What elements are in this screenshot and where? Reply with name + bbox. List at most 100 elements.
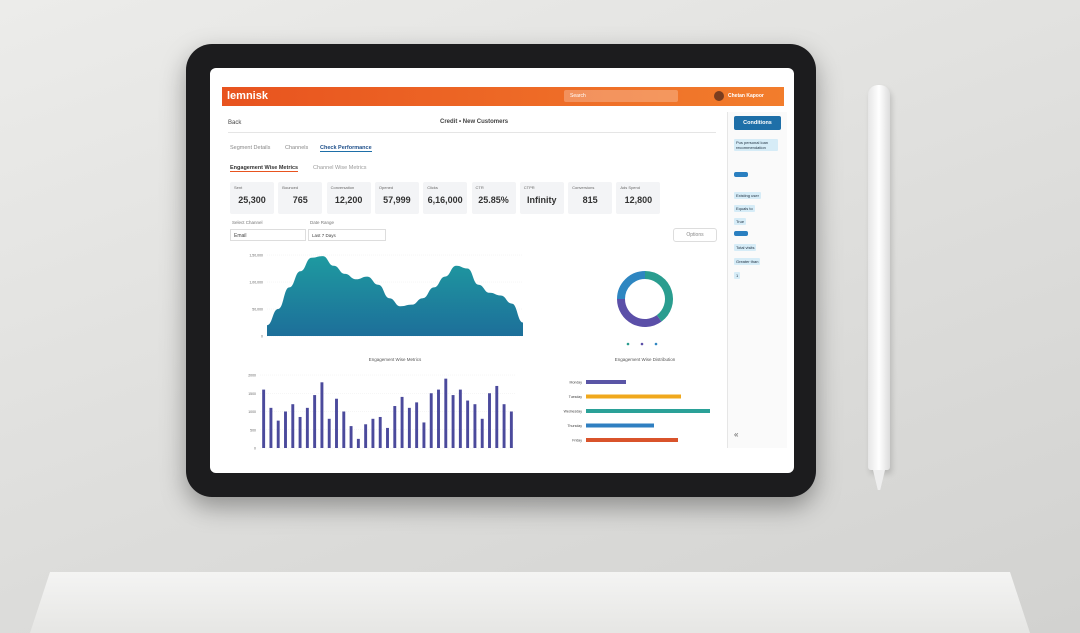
y-tick-label: 1000 xyxy=(248,410,256,414)
bar xyxy=(429,393,433,448)
bar xyxy=(480,418,484,448)
y-tick-label: Friday xyxy=(572,439,582,443)
screen: lemnisk Search Chetan Kapoor Back Credit… xyxy=(210,68,794,473)
condition-item: 1 xyxy=(734,272,741,279)
y-tick-label: 1,00,000 xyxy=(249,281,263,285)
metric-value: 815 xyxy=(582,195,598,205)
donut-slice xyxy=(617,271,646,300)
bar xyxy=(586,394,681,399)
subtab[interactable]: Engagement Wise Metrics xyxy=(230,165,299,172)
metric-card: Conversions 815 xyxy=(568,182,613,214)
condition-item: True xyxy=(734,218,747,225)
avatar[interactable] xyxy=(714,91,724,101)
metric-value: 765 xyxy=(292,195,308,205)
bar xyxy=(586,380,626,384)
y-tick-label: 0 xyxy=(254,447,256,451)
bar xyxy=(284,411,287,448)
collapse-button[interactable]: « xyxy=(734,430,739,439)
logo: lemnisk xyxy=(227,90,268,102)
sidebar: Conditions « Pus personal loan recommend… xyxy=(727,112,787,448)
metric-value: 12,800 xyxy=(624,195,653,205)
legend-swatch xyxy=(640,342,644,346)
metric-label: Opened xyxy=(378,185,394,190)
metric-label: Bounced xyxy=(282,185,299,190)
tab[interactable]: Check Performance xyxy=(320,145,372,152)
bar xyxy=(407,407,411,448)
bar xyxy=(371,418,375,448)
bar xyxy=(320,382,324,448)
metric-card: Clicks 6,16,000 xyxy=(423,182,468,214)
bar xyxy=(305,407,309,448)
search-box[interactable]: Search xyxy=(564,90,678,102)
condition-item: Total visits xyxy=(734,244,757,251)
bar xyxy=(586,423,654,428)
bar xyxy=(393,406,397,448)
y-tick-label: 2000 xyxy=(248,374,256,378)
condition-item: Greater than xyxy=(734,258,761,265)
bar xyxy=(349,426,353,448)
metric-label: CTR xyxy=(475,185,484,190)
bar xyxy=(313,395,317,448)
bar xyxy=(458,389,462,448)
y-tick-label: 1500 xyxy=(248,392,256,396)
metric-value: 57,999 xyxy=(383,195,411,205)
metric-card: Opened 57,999 xyxy=(374,182,419,214)
metric-card: Conversation 12,200 xyxy=(326,182,371,214)
bar xyxy=(342,411,346,448)
bar xyxy=(422,422,426,448)
options-button[interactable]: Options xyxy=(673,228,717,242)
bar xyxy=(364,424,368,448)
bar xyxy=(269,407,273,448)
app-header: lemnisk Search Chetan Kapoor xyxy=(222,87,784,106)
marble-slab xyxy=(30,572,1030,633)
range-select[interactable]: Last 7 Days xyxy=(308,229,386,241)
condition-item: Pus personal loan recommendation xyxy=(734,139,778,151)
user-name[interactable]: Chetan Kapoor xyxy=(728,93,764,99)
bar xyxy=(444,378,448,448)
bar xyxy=(586,438,678,442)
donut-slice xyxy=(617,298,662,327)
conditions-button[interactable]: Conditions xyxy=(734,116,781,130)
y-tick-label: Thursday xyxy=(567,424,582,428)
condition-item: Existing user xyxy=(734,192,761,199)
condition-item: Equals to xyxy=(734,205,755,212)
legend-swatch xyxy=(626,342,630,346)
y-tick-label: 500 xyxy=(250,428,256,432)
pencil xyxy=(868,85,890,470)
metric-card: Bounced 765 xyxy=(278,182,323,214)
bar xyxy=(437,389,440,448)
bar xyxy=(276,420,280,448)
y-tick-label: Tuesday xyxy=(569,395,583,399)
pencil-tip xyxy=(873,470,885,490)
bar xyxy=(509,411,513,448)
metric-card: Sent 25,300 xyxy=(230,182,274,214)
legend-swatch xyxy=(654,342,658,346)
metric-value: 6,16,000 xyxy=(427,195,463,205)
bar xyxy=(291,404,295,448)
metric-card: CTPR Infinity xyxy=(519,182,564,214)
bar xyxy=(451,395,455,448)
back-link[interactable]: Back xyxy=(228,120,242,126)
y-tick-label: 50,000 xyxy=(252,308,263,312)
metric-value: 12,200 xyxy=(334,195,363,205)
bar xyxy=(298,416,302,448)
metric-card: CTR 25.85% xyxy=(471,182,516,214)
metric-label: Sent xyxy=(234,185,243,190)
y-tick-label: Wednesday xyxy=(564,410,583,414)
channel-select[interactable]: Email xyxy=(230,229,306,241)
y-tick-label: 0 xyxy=(261,335,263,339)
bar xyxy=(488,393,491,448)
tab[interactable]: Channels xyxy=(285,145,309,151)
page-title: Credit • New Customers xyxy=(440,119,509,125)
subtab[interactable]: Channel Wise Metrics xyxy=(313,165,367,171)
filter-label: Date Range xyxy=(310,220,335,225)
bar xyxy=(415,402,419,448)
bar xyxy=(378,416,382,448)
tab[interactable]: Segment Details xyxy=(230,145,271,151)
metric-label: Ads Spend xyxy=(620,185,640,190)
connector-pill xyxy=(734,172,748,177)
y-tick-label: Monday xyxy=(570,381,583,385)
bar xyxy=(335,398,338,448)
bar xyxy=(400,396,404,448)
